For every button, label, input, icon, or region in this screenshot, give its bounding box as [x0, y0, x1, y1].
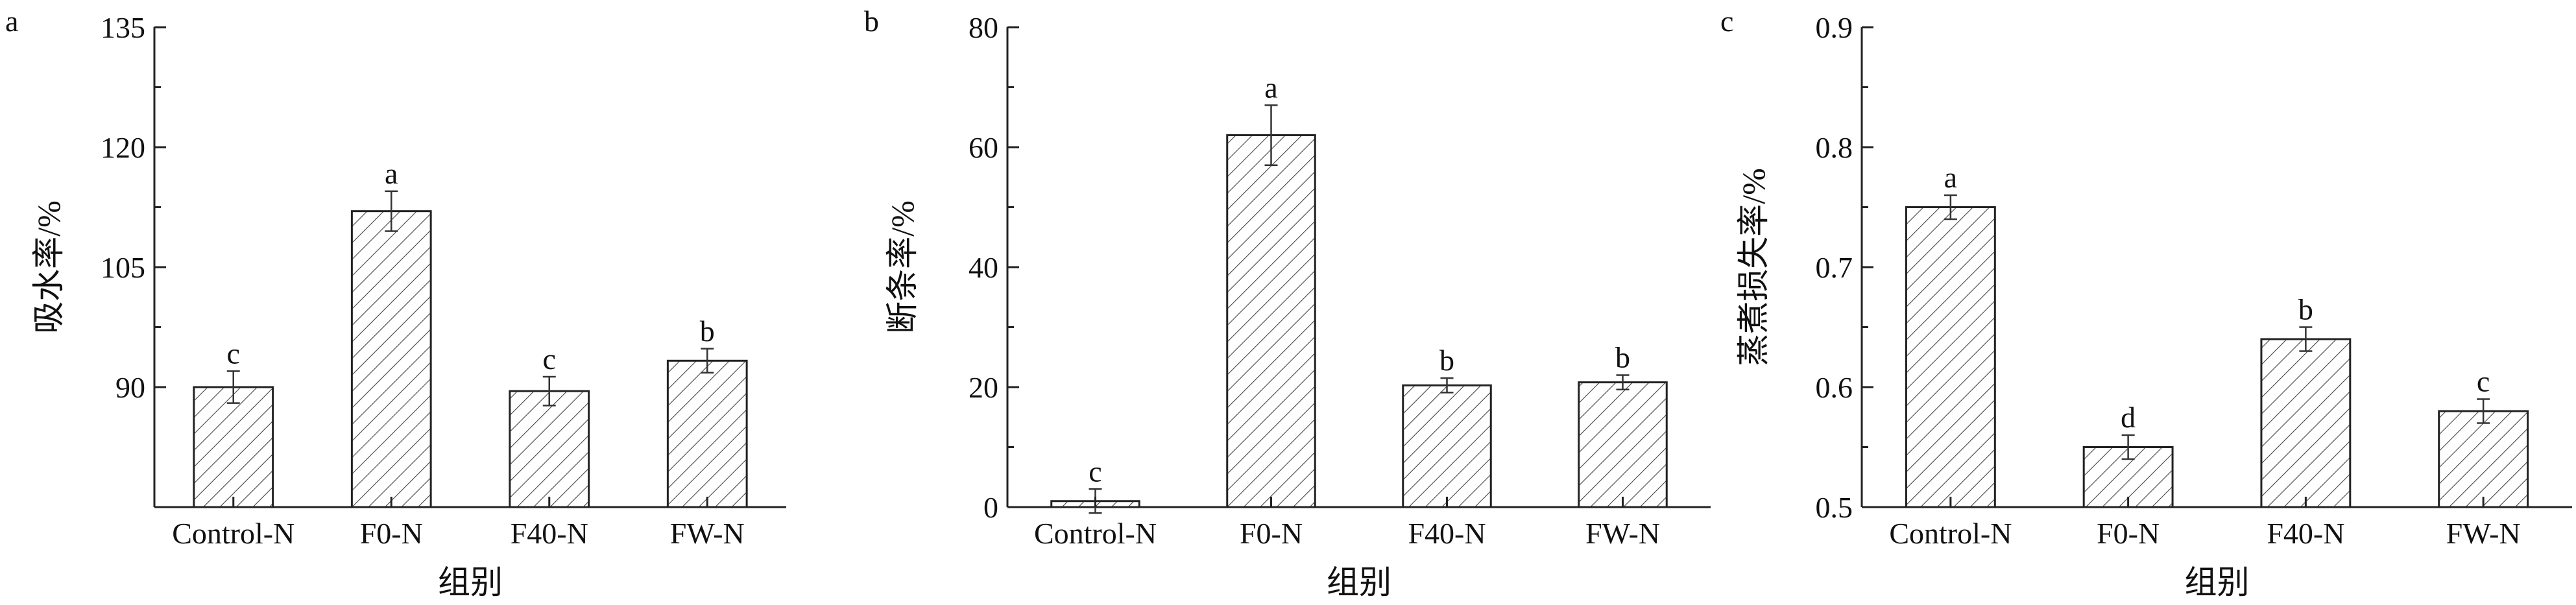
significance-label: a [1264, 71, 1277, 104]
y-tick-label: 80 [969, 11, 998, 44]
x-tick-label: FW-N [1585, 517, 1660, 550]
error-bar [1440, 377, 1454, 394]
x-tick-label: F0-N [1240, 517, 1303, 550]
y-axis-label: 蒸煮损失率/% [1735, 168, 1772, 366]
bar-control-n [1905, 206, 1996, 508]
x-axis-label: 组别 [438, 564, 503, 600]
error-bar [701, 348, 714, 374]
x-axis-label: 组别 [2185, 564, 2250, 600]
error-bar [2121, 434, 2135, 460]
chart-panel-c: c 0.5 0.6 0.7 0.8 0.9 蒸煮损失率/% a Control-N d F0-N b F… [1720, 5, 2572, 600]
y-tick-label: 40 [969, 251, 998, 284]
bar-f40-n [509, 390, 590, 508]
y-tick-label: 20 [969, 371, 998, 404]
panel-label: b [864, 5, 879, 38]
x-tick-label: F0-N [2097, 517, 2160, 550]
x-tick-label: Control-N [172, 517, 295, 550]
significance-label: b [700, 314, 715, 348]
x-axis-label: 组别 [1327, 564, 1391, 600]
significance-label: b [2298, 293, 2313, 326]
y-tick-label: 105 [101, 251, 145, 284]
error-bar [2299, 326, 2313, 352]
chart-panel-b: b 0 20 40 60 80 断条率/% c Control-N a F0-N b F40-N b FW-… [864, 5, 1711, 600]
x-tick-label: FW-N [2446, 517, 2521, 550]
significance-label: b [1615, 341, 1630, 374]
error-bar [1944, 194, 1957, 220]
x-tick-label: F40-N [511, 517, 588, 550]
y-axis-label: 吸水率/% [30, 200, 67, 334]
significance-label: b [1439, 344, 1454, 377]
y-tick-label: 0.6 [1816, 371, 1853, 404]
y-tick-label: 0.8 [1816, 131, 1853, 164]
significance-label: c [2477, 365, 2490, 398]
x-tick-label: F40-N [2267, 517, 2344, 550]
bar-f40-n [1402, 384, 1492, 508]
bar-f0-n [1226, 134, 1316, 508]
error-bar [385, 190, 398, 232]
y-tick-label: 0 [983, 491, 998, 524]
error-bar [1264, 104, 1278, 166]
significance-label: a [1944, 161, 1957, 194]
x-tick-label: Control-N [1034, 517, 1157, 550]
bar-f0-n [350, 210, 432, 508]
y-tick-label: 120 [101, 131, 145, 164]
bar-fw-n [666, 359, 748, 508]
y-tick-label: 0.9 [1816, 11, 1853, 44]
bar-f40-n [2260, 338, 2352, 508]
significance-label: a [385, 157, 398, 190]
x-tick-label: FW-N [670, 517, 745, 550]
y-tick-label: 0.7 [1816, 251, 1853, 284]
x-tick-label: F0-N [360, 517, 423, 550]
error-bar [2477, 398, 2490, 424]
chart-panel-a: a 90 105 120 135 吸水率/% c Control-N a F0-N c F40-N b F… [5, 5, 786, 600]
bar-control-n [193, 386, 274, 508]
panel-label: c [1720, 5, 1733, 38]
significance-label: c [1089, 455, 1101, 488]
bar-fw-n [1578, 381, 1668, 508]
bar-fw-n [2438, 410, 2529, 508]
error-bar [542, 375, 556, 407]
y-tick-label: 90 [115, 371, 145, 404]
y-tick-label: 0.5 [1816, 491, 1853, 524]
chart-panels: a 90 105 120 135 吸水率/% c Control-N a F0-N c F40-N b F… [5, 5, 2572, 600]
error-bar [1616, 374, 1630, 390]
significance-label: c [543, 342, 556, 375]
y-tick-label: 135 [101, 11, 145, 44]
panel-label: a [5, 5, 18, 38]
y-axis-label: 断条率/% [884, 200, 921, 334]
x-tick-label: F40-N [1408, 517, 1486, 550]
significance-label: d [2121, 401, 2136, 434]
y-tick-label: 60 [969, 131, 998, 164]
x-tick-label: Control-N [1889, 517, 2012, 550]
significance-label: c [227, 337, 240, 370]
error-bar [226, 370, 240, 404]
